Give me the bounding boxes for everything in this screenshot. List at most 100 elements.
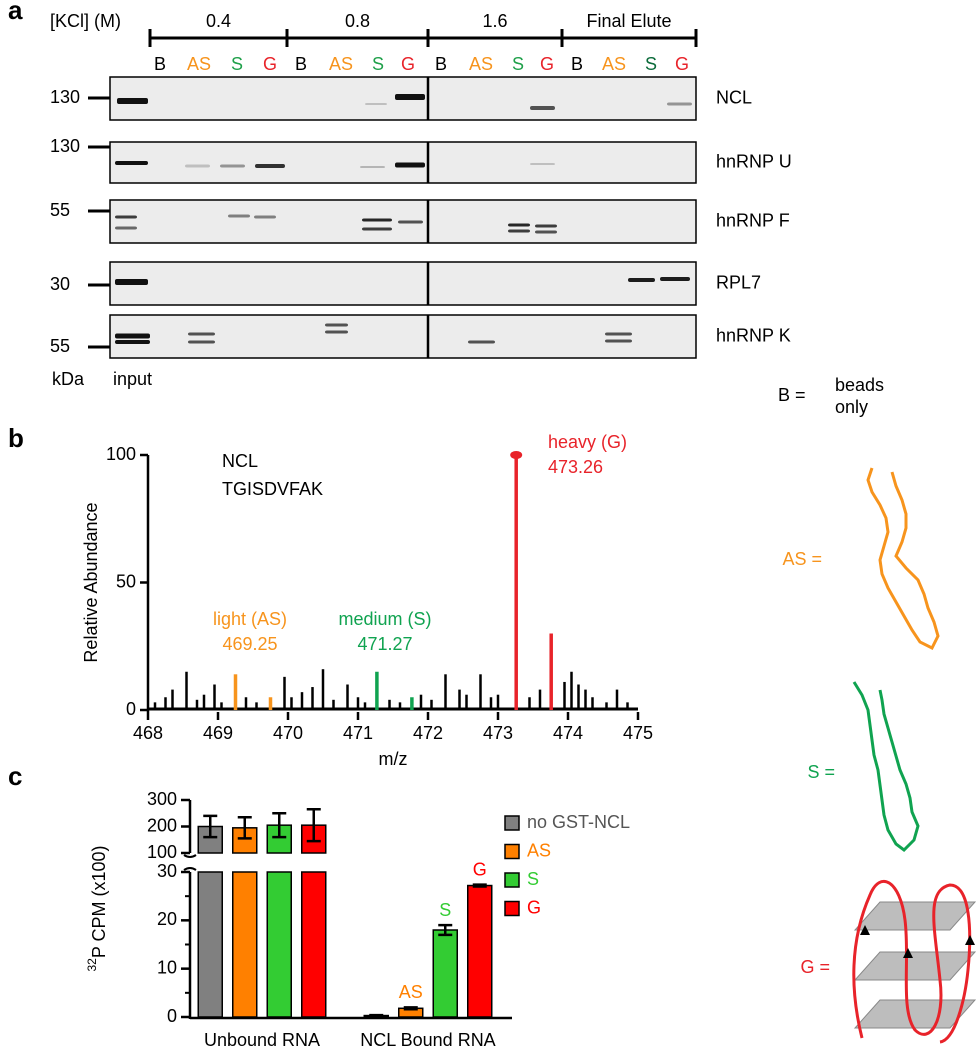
lane-label: B	[435, 54, 447, 74]
condition-label: 1.6	[482, 11, 507, 31]
error-bar	[369, 1013, 384, 1018]
lane-label: G	[540, 54, 554, 74]
structure-label: G =	[800, 957, 830, 977]
y-tick-label: 300	[147, 789, 177, 809]
legend-label: G	[527, 897, 541, 917]
lane-label: B	[571, 54, 583, 74]
marker-label: 55	[50, 336, 70, 356]
band	[605, 339, 632, 343]
blot-panel	[109, 314, 697, 359]
x-tick-label: 468	[133, 723, 163, 743]
x-tick-label: 475	[623, 723, 653, 743]
band	[188, 340, 215, 344]
x-tick-label: 474	[553, 723, 583, 743]
band	[115, 340, 150, 344]
y-axis-title-sup: 32	[85, 958, 99, 972]
y-axis-title: 32P CPM (x100)	[85, 845, 109, 971]
x-tick-label: 472	[413, 723, 443, 743]
y-tick-label: 100	[106, 444, 136, 464]
error-bar	[203, 814, 218, 839]
band	[605, 332, 632, 336]
band	[398, 220, 423, 224]
legend-label: no GST-NCL	[527, 812, 630, 832]
blot-panel	[109, 261, 697, 306]
band	[468, 340, 495, 344]
panel-label: a	[8, 0, 23, 25]
y-axis-title-text: P CPM (x100)	[89, 845, 109, 958]
lane-label: S	[645, 54, 657, 74]
x-tick-label: 473	[483, 723, 513, 743]
bar	[197, 871, 223, 1018]
error-bar	[237, 815, 252, 840]
band	[660, 277, 690, 281]
bar-label: G	[473, 859, 487, 879]
bar-label: AS	[399, 982, 423, 1002]
x-tick-label: 469	[203, 723, 233, 743]
x-tick-label: NCL Bound RNA	[360, 1030, 495, 1050]
protein-label: hnRNP U	[716, 151, 792, 171]
y-tick-label: 100	[147, 842, 177, 862]
x-tick-label: 471	[343, 723, 373, 743]
condition-label: Final Elute	[586, 11, 671, 31]
lane-label: G	[401, 54, 415, 74]
marker-label: 130	[50, 136, 80, 156]
bar	[432, 929, 458, 1018]
band	[395, 94, 425, 100]
y-tick-label: 20	[157, 909, 177, 929]
band	[395, 162, 425, 168]
protein-label: RPL7	[716, 272, 761, 292]
x-tick-label: 470	[273, 723, 303, 743]
band	[508, 223, 530, 227]
x-tick-label: Unbound RNA	[204, 1030, 320, 1050]
band	[535, 230, 557, 234]
marker-label: 30	[50, 274, 70, 294]
bar	[301, 871, 327, 1018]
x-axis-title: m/z	[379, 749, 408, 769]
error-bar	[438, 923, 453, 937]
protein-label: hnRNP K	[716, 325, 791, 345]
band	[115, 161, 148, 165]
y-tick-label: 200	[147, 815, 177, 835]
band	[628, 278, 655, 282]
bar	[232, 871, 258, 1018]
lane-label: G	[263, 54, 277, 74]
error-bar	[272, 812, 287, 839]
y-tick-label: 50	[116, 571, 136, 591]
s-structure	[852, 681, 920, 852]
lane-label: S	[372, 54, 384, 74]
band	[508, 229, 530, 233]
lane-label: AS	[602, 54, 626, 74]
error-bar	[472, 883, 487, 888]
bar	[467, 884, 493, 1018]
annotation: light (AS)	[213, 609, 287, 629]
annotation: 469.25	[222, 634, 277, 654]
band	[188, 332, 215, 336]
marker-label: 130	[50, 87, 80, 107]
legend-swatch	[504, 900, 520, 917]
band	[117, 98, 148, 104]
legend-swatch	[504, 815, 520, 831]
peptide-label: NCL	[222, 451, 258, 471]
band	[115, 279, 148, 285]
bar	[266, 871, 292, 1018]
peptide-label: TGISDVFAK	[222, 479, 323, 499]
annotation: 473.26	[548, 457, 603, 477]
input-label: input	[113, 369, 152, 389]
unit-label: kDa	[52, 369, 85, 389]
condition-label: 0.4	[206, 11, 231, 31]
g-quadruplex	[852, 879, 976, 1044]
lane-label: AS	[329, 54, 353, 74]
condition-label: 0.8	[345, 11, 370, 31]
band	[667, 102, 692, 106]
band	[362, 227, 392, 231]
annotation: 471.27	[357, 634, 412, 654]
legend-swatch	[504, 872, 520, 888]
band	[254, 215, 276, 219]
band	[360, 166, 385, 168]
legend-label: AS	[527, 840, 551, 860]
key-text: beads	[835, 375, 884, 395]
panel-label: c	[8, 761, 22, 791]
legend-label: S	[527, 869, 539, 889]
structure-label: AS =	[782, 549, 822, 569]
